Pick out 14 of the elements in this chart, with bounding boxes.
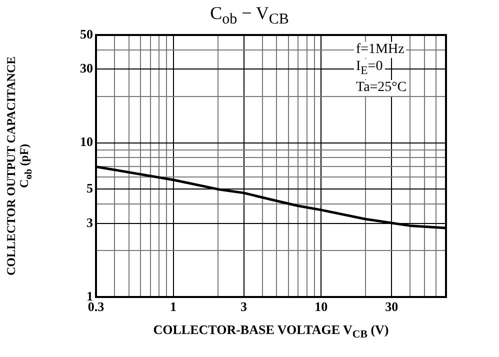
x-tick-label: 30 bbox=[385, 299, 398, 314]
annotation: Ta=25°C bbox=[354, 80, 409, 96]
x-tick-label: 1 bbox=[170, 299, 177, 314]
x-tick-label: 3 bbox=[240, 299, 248, 314]
y-tick-label: 5 bbox=[86, 180, 94, 196]
annotation: f=1MHz bbox=[354, 42, 406, 58]
chart-title: C$_{ob}$ − V$_{CB}$ bbox=[210, 3, 289, 28]
x-axis-title: COLLECTOR-BASE VOLTAGE V$_{CB}$ (V) bbox=[152, 322, 390, 341]
annotation: I$_{E}$=0 bbox=[354, 59, 385, 79]
y-tick-label: 30 bbox=[80, 60, 93, 76]
y-tick-label: 10 bbox=[80, 134, 93, 150]
y-tick-label: 3 bbox=[86, 214, 94, 230]
y-tick-label: 50 bbox=[80, 26, 93, 42]
x-tick-label: 10 bbox=[314, 299, 328, 314]
